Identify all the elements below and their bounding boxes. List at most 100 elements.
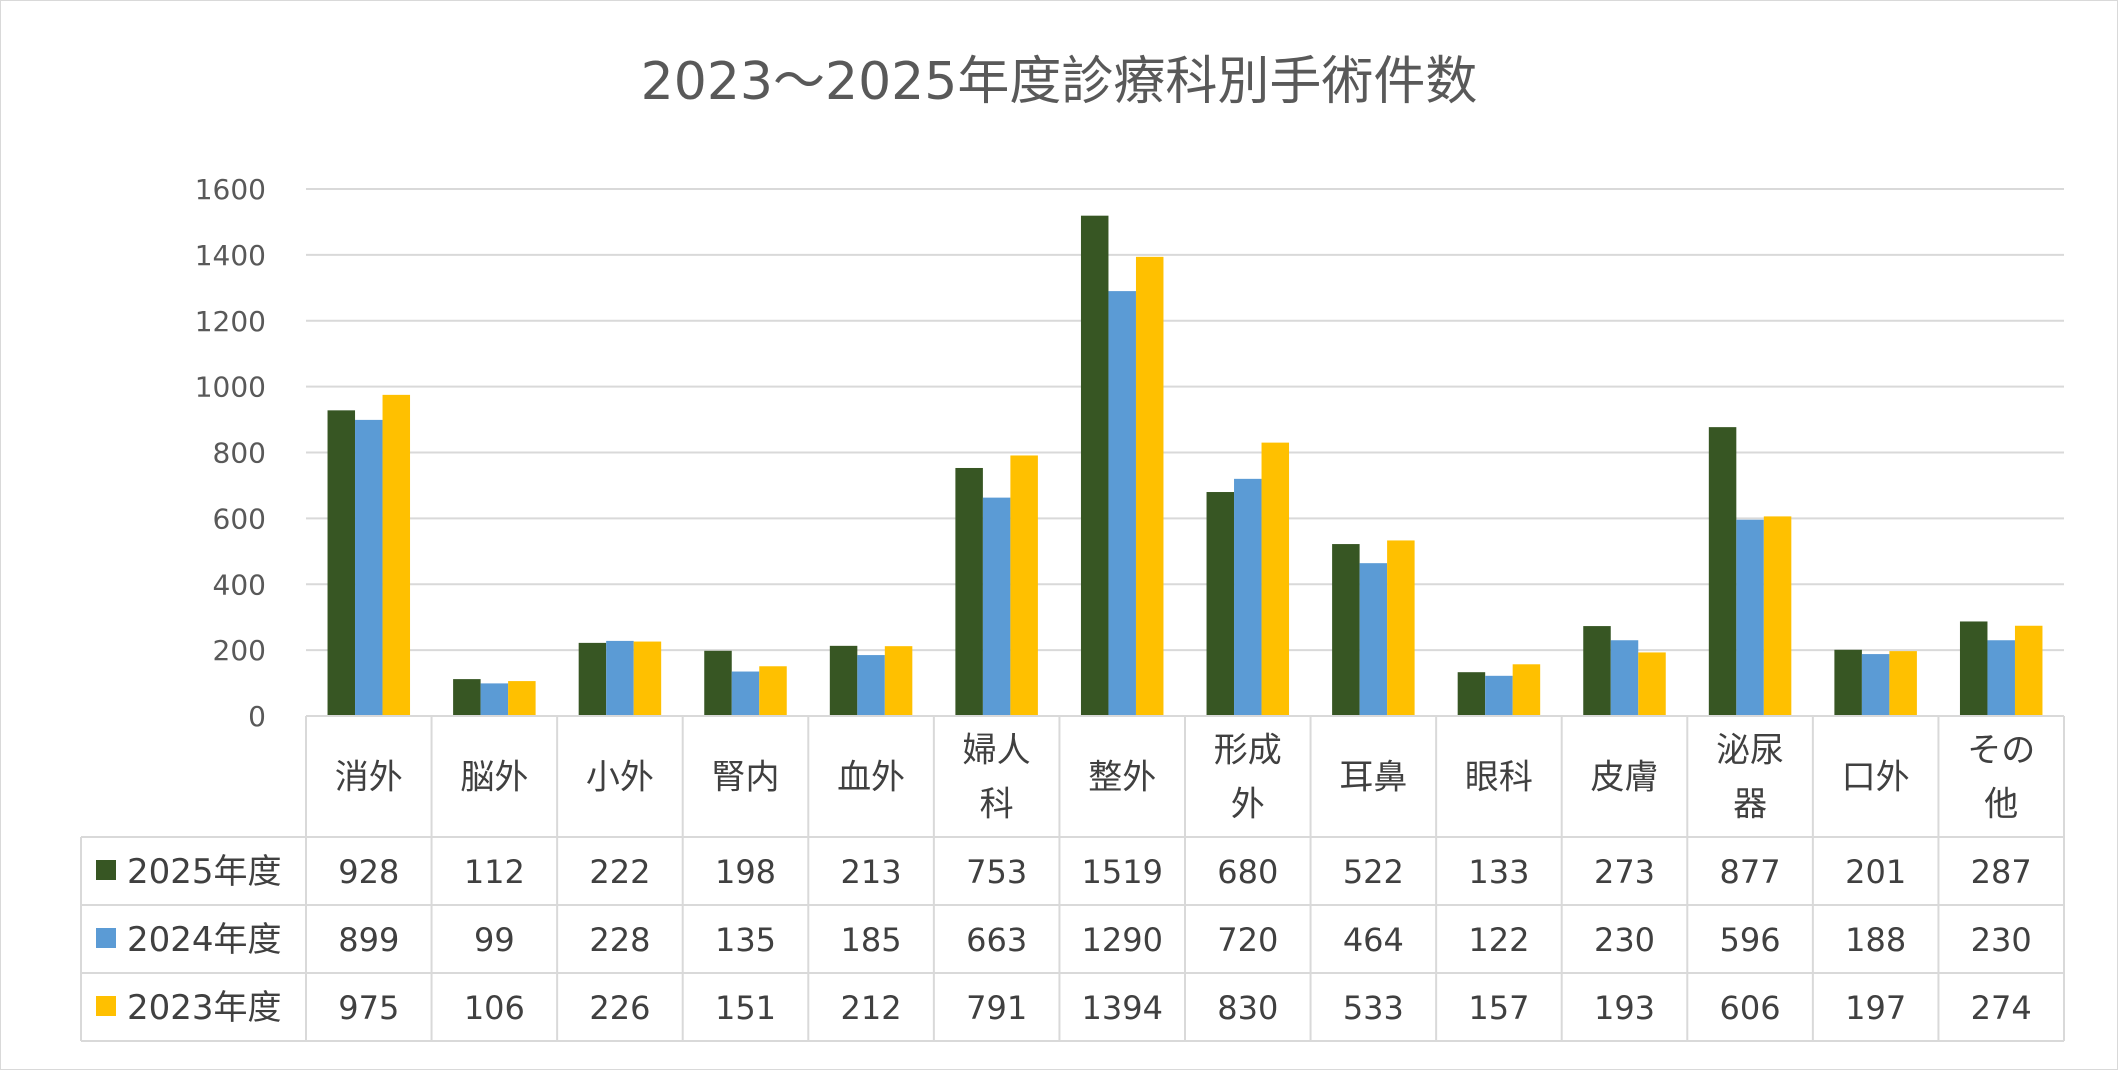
bar bbox=[578, 642, 607, 716]
data-cell: 606 bbox=[1720, 989, 1781, 1027]
y-tick-label: 200 bbox=[213, 634, 266, 667]
data-cell: 877 bbox=[1720, 853, 1781, 891]
category-label: 眼科 bbox=[1465, 758, 1533, 798]
data-cell: 287 bbox=[1971, 853, 2032, 891]
bar bbox=[1359, 563, 1388, 716]
category-label: 脳外 bbox=[460, 758, 528, 798]
category-label: 血外 bbox=[837, 758, 905, 798]
category-label: 腎内 bbox=[712, 758, 780, 798]
bar bbox=[1108, 291, 1136, 716]
data-cell: 663 bbox=[966, 921, 1027, 959]
data-cell: 975 bbox=[338, 989, 399, 1027]
data-cell: 212 bbox=[841, 989, 902, 1027]
legend-key bbox=[96, 928, 116, 948]
bar bbox=[829, 645, 858, 716]
bar bbox=[759, 666, 787, 716]
series-name: 2023年度 bbox=[127, 988, 282, 1028]
y-tick-label: 800 bbox=[213, 437, 266, 470]
legend-key bbox=[96, 860, 116, 880]
data-cell: 133 bbox=[1468, 853, 1529, 891]
bar bbox=[606, 640, 634, 716]
bar bbox=[1485, 675, 1513, 716]
bar bbox=[1638, 652, 1666, 716]
bar bbox=[1583, 626, 1611, 716]
bar bbox=[1457, 672, 1486, 716]
bar bbox=[1010, 455, 1038, 716]
bar bbox=[508, 681, 536, 716]
data-cell: 228 bbox=[589, 921, 650, 959]
bar bbox=[453, 679, 481, 716]
data-cell: 230 bbox=[1594, 921, 1655, 959]
data-cell: 201 bbox=[1845, 853, 1906, 891]
category-label: 口外 bbox=[1842, 758, 1910, 798]
bar bbox=[704, 650, 732, 716]
data-table: 消外 脳外 小外 腎内 血外 婦人科 整外 形成外 耳鼻 眼科 皮膚 泌尿器 口外 その他 2025年度 92… bbox=[80, 715, 2065, 1042]
data-cell: 197 bbox=[1845, 989, 1906, 1027]
category-label: 耳鼻 bbox=[1339, 758, 1407, 798]
y-tick-label: 1200 bbox=[195, 305, 266, 338]
bar bbox=[1332, 544, 1360, 716]
bar bbox=[1834, 649, 1862, 716]
category-label: 器 bbox=[1733, 785, 1767, 825]
data-cell: 151 bbox=[715, 989, 776, 1027]
data-cell: 533 bbox=[1343, 989, 1404, 1027]
bar bbox=[1261, 442, 1290, 716]
bar bbox=[1610, 640, 1639, 716]
data-cell: 135 bbox=[715, 921, 776, 959]
data-cell: 185 bbox=[841, 921, 902, 959]
data-cell: 753 bbox=[966, 853, 1027, 891]
chart-title: 2023～2025年度診療科別手術件数 bbox=[641, 52, 1478, 112]
data-cell: 830 bbox=[1217, 989, 1278, 1027]
bar bbox=[1708, 427, 1737, 716]
bar bbox=[633, 641, 662, 716]
data-cell: 226 bbox=[589, 989, 650, 1027]
bar bbox=[731, 671, 760, 716]
bar bbox=[857, 655, 885, 716]
data-cell: 928 bbox=[338, 853, 399, 891]
data-cell: 198 bbox=[715, 853, 776, 891]
y-tick-label: 400 bbox=[213, 568, 266, 601]
y-axis-ticks: 0 200 400 600 800 1000 1200 1400 1600 bbox=[195, 173, 266, 733]
category-label: 他 bbox=[1984, 785, 2018, 825]
bar bbox=[1861, 654, 1890, 716]
bar bbox=[1987, 640, 2015, 716]
series-name: 2024年度 bbox=[127, 920, 282, 960]
data-cell: 213 bbox=[841, 853, 902, 891]
bar bbox=[1206, 492, 1235, 716]
bar bbox=[382, 394, 411, 716]
data-cell: 720 bbox=[1217, 921, 1278, 959]
y-tick-label: 0 bbox=[248, 700, 266, 733]
bar bbox=[884, 646, 913, 716]
y-tick-label: 1600 bbox=[195, 173, 266, 206]
category-label: 整外 bbox=[1088, 758, 1156, 798]
data-cell: 899 bbox=[338, 921, 399, 959]
legend-key bbox=[96, 996, 116, 1016]
y-tick-label: 1000 bbox=[195, 371, 266, 404]
bar bbox=[1889, 651, 1917, 716]
data-cell: 188 bbox=[1845, 921, 1906, 959]
bars bbox=[327, 215, 2043, 716]
data-cell: 99 bbox=[474, 921, 515, 959]
data-cell: 522 bbox=[1343, 853, 1404, 891]
series-name: 2025年度 bbox=[127, 852, 282, 892]
bar bbox=[1135, 256, 1164, 716]
category-label: 泌尿 bbox=[1716, 731, 1784, 771]
gridlines bbox=[306, 188, 2064, 652]
category-label: 消外 bbox=[335, 758, 403, 798]
data-cell: 1519 bbox=[1081, 853, 1162, 891]
bar bbox=[1080, 215, 1109, 716]
data-cell: 791 bbox=[966, 989, 1027, 1027]
data-cell: 596 bbox=[1720, 921, 1781, 959]
data-cell: 273 bbox=[1594, 853, 1655, 891]
category-label: 科 bbox=[980, 785, 1014, 825]
bar bbox=[1234, 478, 1262, 716]
data-cell: 230 bbox=[1971, 921, 2032, 959]
bar bbox=[1959, 621, 1988, 716]
category-label: 小外 bbox=[586, 758, 654, 798]
data-cell: 1290 bbox=[1081, 921, 1162, 959]
bar bbox=[355, 419, 383, 716]
category-label: 形成 bbox=[1214, 731, 1282, 771]
data-cell: 274 bbox=[1971, 989, 2032, 1027]
